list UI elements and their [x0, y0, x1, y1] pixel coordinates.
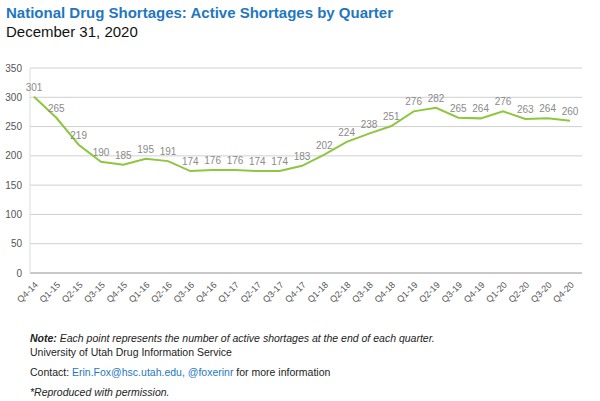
svg-text:Q1-20: Q1-20	[484, 280, 509, 305]
html-text:*Reproduced with permission.: *Reproduced with permission.	[30, 386, 170, 398]
svg-text:191: 191	[160, 146, 177, 157]
svg-text:Q3-19: Q3-19	[440, 280, 465, 305]
svg-text:276: 276	[405, 96, 422, 107]
svg-text:350: 350	[8, 63, 22, 74]
svg-text:Q3-20: Q3-20	[529, 280, 554, 305]
svg-text:Q4-15: Q4-15	[105, 280, 130, 305]
svg-text:238: 238	[361, 119, 378, 130]
svg-text:264: 264	[472, 103, 489, 114]
svg-text:Q1-16: Q1-16	[127, 280, 152, 305]
svg-text:265: 265	[450, 103, 467, 114]
html-text:Note: Each point represents th: Note: Each point represents the number o…	[30, 332, 435, 344]
svg-text:Q2-18: Q2-18	[328, 280, 353, 305]
svg-text:Q3-15: Q3-15	[82, 280, 107, 305]
svg-text:260: 260	[562, 106, 579, 117]
svg-text:301: 301	[26, 82, 43, 93]
svg-text:202: 202	[316, 140, 333, 151]
svg-text:251: 251	[383, 111, 400, 122]
svg-text:250: 250	[8, 121, 22, 132]
svg-text:Q4-17: Q4-17	[283, 280, 308, 305]
svg-text:Q2-17: Q2-17	[239, 280, 264, 305]
svg-text:Q4-18: Q4-18	[373, 280, 398, 305]
svg-text:195: 195	[137, 144, 154, 155]
svg-text:Q4-19: Q4-19	[462, 280, 487, 305]
svg-text:Q4-16: Q4-16	[194, 280, 219, 305]
svg-text:Q1-17: Q1-17	[216, 280, 241, 305]
svg-text:264: 264	[539, 103, 556, 114]
svg-text:Q2-19: Q2-19	[417, 280, 442, 305]
svg-text:Q2-16: Q2-16	[149, 280, 174, 305]
svg-text:176: 176	[227, 155, 244, 166]
svg-text:100: 100	[8, 209, 22, 220]
svg-text:263: 263	[517, 104, 534, 115]
svg-text:219: 219	[70, 130, 87, 141]
svg-text:Q2-15: Q2-15	[60, 280, 85, 305]
svg-text:Q2-20: Q2-20	[507, 280, 532, 305]
svg-text:150: 150	[8, 180, 22, 191]
svg-text:Q1-19: Q1-19	[395, 280, 420, 305]
svg-text:Q3-16: Q3-16	[172, 280, 197, 305]
svg-text:Q3-18: Q3-18	[350, 280, 375, 305]
html-text:Contact: Erin.Fox@hsc.utah.edu: Contact: Erin.Fox@hsc.utah.edu, @foxerin…	[30, 366, 331, 378]
svg-text:Q1-15: Q1-15	[38, 280, 63, 305]
html-text:National Drug Shortages: Activ: National Drug Shortages: Active Shortage…	[6, 4, 393, 21]
svg-text:50: 50	[11, 238, 23, 249]
svg-text:174: 174	[249, 156, 266, 167]
svg-text:0: 0	[16, 268, 22, 279]
svg-text:265: 265	[48, 103, 65, 114]
html-text:University of Utah Drug Inform: University of Utah Drug Information Serv…	[30, 346, 232, 358]
svg-text:174: 174	[271, 156, 288, 167]
svg-text:190: 190	[93, 147, 110, 158]
svg-text:200: 200	[8, 150, 22, 161]
svg-text:224: 224	[338, 127, 355, 138]
svg-text:282: 282	[428, 93, 445, 104]
svg-text:Q1-18: Q1-18	[306, 280, 331, 305]
svg-text:185: 185	[115, 150, 132, 161]
svg-text:Q3-17: Q3-17	[261, 280, 286, 305]
svg-text:174: 174	[182, 156, 199, 167]
svg-text:Q4-14: Q4-14	[15, 280, 40, 305]
svg-text:Q4-20: Q4-20	[551, 280, 576, 305]
html-text:December 31, 2020: December 31, 2020	[6, 23, 138, 40]
svg-text:276: 276	[495, 96, 512, 107]
svg-text:183: 183	[294, 151, 311, 162]
svg-text:300: 300	[8, 92, 22, 103]
svg-text:176: 176	[204, 155, 221, 166]
